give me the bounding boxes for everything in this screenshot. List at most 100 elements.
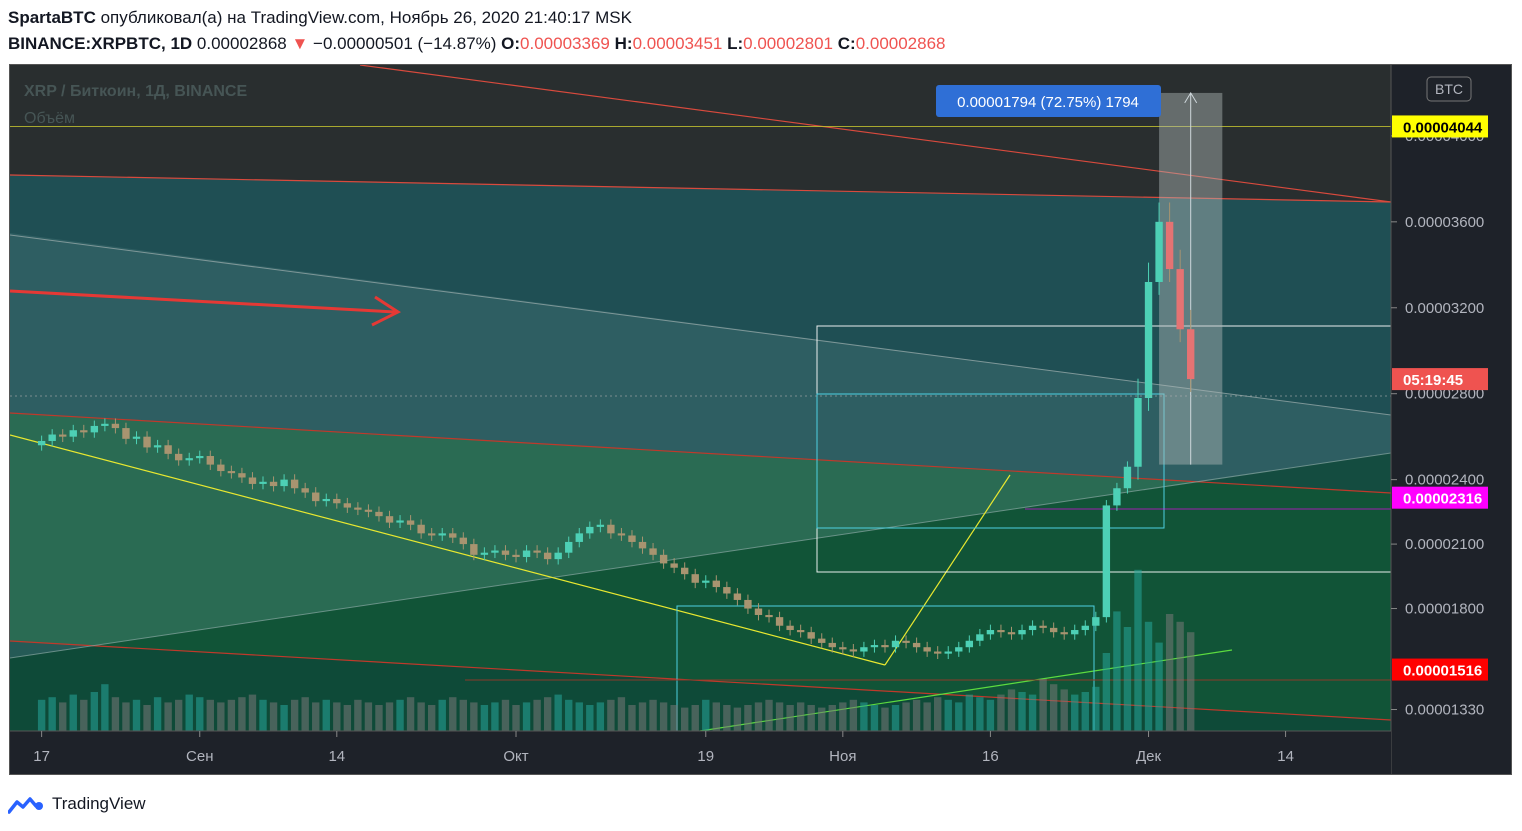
candle-body[interactable] bbox=[1187, 329, 1195, 380]
candle-body[interactable] bbox=[543, 552, 552, 560]
candle-body[interactable] bbox=[912, 642, 921, 648]
candle-body[interactable] bbox=[723, 587, 731, 594]
candle-body[interactable] bbox=[891, 640, 900, 648]
candle-body[interactable] bbox=[533, 550, 541, 553]
candle-body[interactable] bbox=[617, 533, 626, 536]
candle-body[interactable] bbox=[69, 430, 77, 437]
candle-body[interactable] bbox=[1049, 627, 1058, 633]
candle-body[interactable] bbox=[1123, 466, 1132, 489]
candle-body[interactable] bbox=[923, 647, 931, 652]
candle-body[interactable] bbox=[1018, 630, 1026, 635]
price-axis[interactable] bbox=[1391, 65, 1511, 774]
cyan-bottom-box[interactable] bbox=[676, 605, 1095, 736]
candle-body[interactable] bbox=[565, 541, 573, 553]
candle-body[interactable] bbox=[955, 647, 963, 652]
candle-body[interactable] bbox=[775, 617, 784, 626]
candle-body[interactable] bbox=[1071, 630, 1079, 635]
candle-body[interactable] bbox=[417, 524, 425, 534]
chart-frame[interactable]: XRP / Биткоин, 1Д, BINANCE Объём 0.00001… bbox=[9, 64, 1512, 775]
candle-body[interactable] bbox=[153, 445, 162, 448]
time-axis[interactable] bbox=[10, 731, 1391, 774]
candle-body[interactable] bbox=[364, 509, 373, 512]
candle-body[interactable] bbox=[596, 524, 605, 527]
candle-body[interactable] bbox=[1081, 625, 1089, 631]
candle-body[interactable] bbox=[1113, 488, 1121, 506]
candle-body[interactable] bbox=[1155, 221, 1163, 282]
candle-body[interactable] bbox=[1039, 625, 1047, 628]
candle-body[interactable] bbox=[269, 481, 278, 487]
candle-body[interactable] bbox=[902, 640, 910, 643]
candle-body[interactable] bbox=[111, 423, 120, 429]
candle-body[interactable] bbox=[238, 473, 246, 478]
candle-body[interactable] bbox=[90, 425, 99, 433]
candle-body[interactable] bbox=[733, 593, 742, 600]
candle-body[interactable] bbox=[217, 464, 225, 472]
candle-body[interactable] bbox=[839, 647, 847, 650]
candle-body[interactable] bbox=[986, 630, 995, 635]
candle-body[interactable] bbox=[870, 645, 879, 648]
candle-body[interactable] bbox=[1007, 632, 1016, 635]
author-name[interactable]: SpartaBTC bbox=[8, 8, 96, 27]
candle-body[interactable] bbox=[1102, 505, 1111, 618]
candle-body[interactable] bbox=[449, 533, 457, 538]
upper-resistance-line[interactable] bbox=[10, 174, 1391, 203]
red-arrow-line[interactable] bbox=[10, 289, 396, 314]
candle-body[interactable] bbox=[375, 511, 383, 517]
candle-body[interactable] bbox=[438, 533, 446, 536]
candle-body[interactable] bbox=[354, 507, 362, 510]
middle-red-line[interactable] bbox=[10, 412, 1391, 494]
candle-body[interactable] bbox=[649, 548, 657, 555]
price-chart[interactable]: XRP / Биткоин, 1Д, BINANCE Объём 0.00001… bbox=[10, 65, 1511, 774]
candle-body[interactable] bbox=[754, 608, 763, 615]
candle-body[interactable] bbox=[37, 440, 46, 446]
candle-body[interactable] bbox=[849, 649, 858, 652]
candle-body[interactable] bbox=[59, 434, 67, 437]
candle-body[interactable] bbox=[575, 533, 583, 542]
candle-body[interactable] bbox=[80, 430, 88, 433]
candle-body[interactable] bbox=[406, 520, 415, 525]
candle-body[interactable] bbox=[807, 632, 815, 639]
candle-body[interactable] bbox=[480, 552, 489, 555]
candle-body[interactable] bbox=[786, 625, 794, 631]
candle-body[interactable] bbox=[881, 645, 889, 648]
candle-body[interactable] bbox=[396, 520, 404, 523]
yellow-trend-line[interactable] bbox=[10, 434, 886, 666]
candle-body[interactable] bbox=[765, 614, 773, 618]
candle-body[interactable] bbox=[586, 526, 594, 534]
candle-body[interactable] bbox=[333, 498, 341, 504]
candle-body[interactable] bbox=[248, 477, 257, 484]
candle-body[interactable] bbox=[122, 428, 130, 439]
candle-body[interactable] bbox=[607, 524, 615, 534]
candle-body[interactable] bbox=[501, 550, 510, 555]
candle-body[interactable] bbox=[427, 533, 436, 536]
candle-body[interactable] bbox=[280, 479, 288, 487]
candle-body[interactable] bbox=[944, 651, 952, 654]
candle-body[interactable] bbox=[343, 503, 352, 508]
candle-body[interactable] bbox=[1060, 632, 1068, 635]
candle-body[interactable] bbox=[1165, 221, 1174, 270]
candle-body[interactable] bbox=[259, 481, 267, 484]
candle-body[interactable] bbox=[828, 642, 836, 648]
wedge-top-line[interactable] bbox=[10, 234, 1391, 416]
candle-body[interactable] bbox=[1176, 269, 1184, 330]
candle-body[interactable] bbox=[670, 563, 678, 568]
candle-body[interactable] bbox=[164, 445, 172, 454]
candle-body[interactable] bbox=[491, 550, 499, 553]
candle-body[interactable] bbox=[227, 471, 236, 474]
candle-body[interactable] bbox=[628, 535, 636, 542]
candle-body[interactable] bbox=[1144, 281, 1153, 398]
candle-body[interactable] bbox=[796, 630, 805, 633]
candle-body[interactable] bbox=[301, 488, 309, 493]
candle-body[interactable] bbox=[185, 458, 193, 461]
candle-body[interactable] bbox=[385, 516, 394, 523]
currency-badge[interactable]: BTC bbox=[1426, 76, 1472, 102]
top-resistance-line[interactable] bbox=[359, 65, 1391, 203]
candle-body[interactable] bbox=[143, 436, 151, 448]
candle-body[interactable] bbox=[290, 479, 299, 489]
candle-body[interactable] bbox=[712, 580, 721, 588]
candle-body[interactable] bbox=[206, 456, 214, 465]
candle-body[interactable] bbox=[997, 630, 1005, 633]
candle-body[interactable] bbox=[1134, 398, 1142, 467]
candle-body[interactable] bbox=[744, 599, 752, 609]
candle-body[interactable] bbox=[174, 453, 183, 461]
